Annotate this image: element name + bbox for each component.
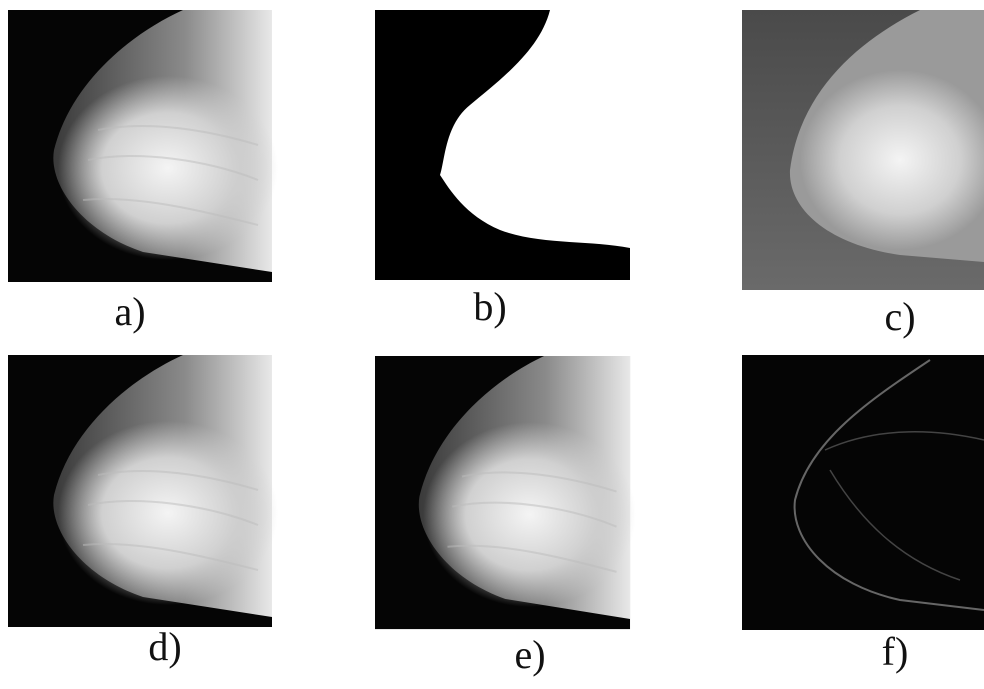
panel-label: c) <box>884 294 915 339</box>
mammogram-original <box>8 10 278 282</box>
edge-image <box>742 355 984 630</box>
panel-label: a) <box>114 289 145 334</box>
panel-label: e) <box>514 632 545 677</box>
mammogram-enhanced <box>742 10 984 290</box>
figure: a) b) c) d) e) f) <box>0 0 984 689</box>
panel-label: d) <box>148 624 181 669</box>
panel-label: f) <box>882 629 909 674</box>
panel-label: b) <box>473 284 506 329</box>
mammogram-filtered <box>8 355 278 627</box>
mammogram-segmented <box>375 356 636 629</box>
mask-image <box>375 10 630 280</box>
page: a) b) c) d) e) f) (() => { const data = … <box>0 0 984 689</box>
